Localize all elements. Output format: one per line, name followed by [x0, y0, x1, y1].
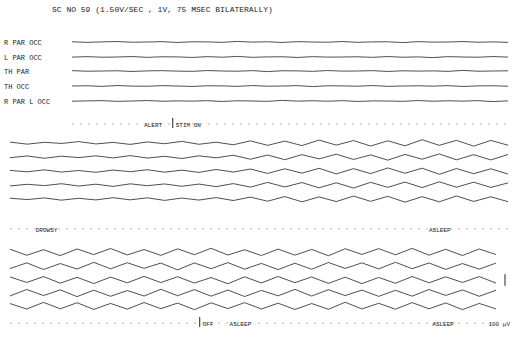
calibration-label: 100 µV [488, 321, 510, 328]
event-marker [199, 317, 200, 327]
event-label: ASLEEP [432, 321, 454, 328]
eeg-trace [10, 302, 496, 309]
event-label: STIM ON [176, 122, 202, 129]
eeg-trace [10, 248, 496, 255]
eeg-trace [10, 276, 496, 283]
eeg-trace [72, 41, 508, 42]
eeg-trace [10, 289, 496, 296]
eeg-trace [72, 100, 508, 101]
event-label: ASLEEP [429, 227, 451, 234]
event-row [72, 124, 508, 125]
channel-label: R PAR OCC [4, 39, 42, 47]
eeg-trace [10, 196, 508, 202]
eeg-trace [72, 56, 508, 57]
eeg-trace [10, 262, 496, 270]
title: SC NO 59 (1.50V/SEC , 1V, 75 MSEC BILATE… [52, 5, 273, 14]
panel-traces [72, 41, 508, 101]
event-label: OFF [203, 321, 214, 328]
eeg-trace [10, 168, 508, 174]
channel-label: L PAR OCC [4, 54, 42, 62]
eeg-trace [72, 70, 508, 71]
event-marker [172, 118, 173, 128]
eeg-trace [10, 182, 508, 188]
event-label: DROWSY [36, 227, 58, 234]
event-label: ASLEEP [230, 321, 252, 328]
calibration-bar [505, 274, 506, 286]
eeg-trace [10, 154, 508, 160]
channel-label: R PAR L OCC [4, 98, 50, 106]
channel-label: TH OCC [4, 83, 29, 91]
event-row [10, 323, 496, 324]
panel-traces [10, 248, 496, 309]
channel-label: TH PAR [4, 68, 30, 76]
eeg-figure: SC NO 59 (1.50V/SEC , 1V, 75 MSEC BILATE… [0, 0, 514, 337]
panel-traces [10, 140, 508, 202]
event-label: ALERT [144, 122, 162, 129]
eeg-trace [10, 140, 508, 146]
eeg-trace [72, 86, 508, 87]
